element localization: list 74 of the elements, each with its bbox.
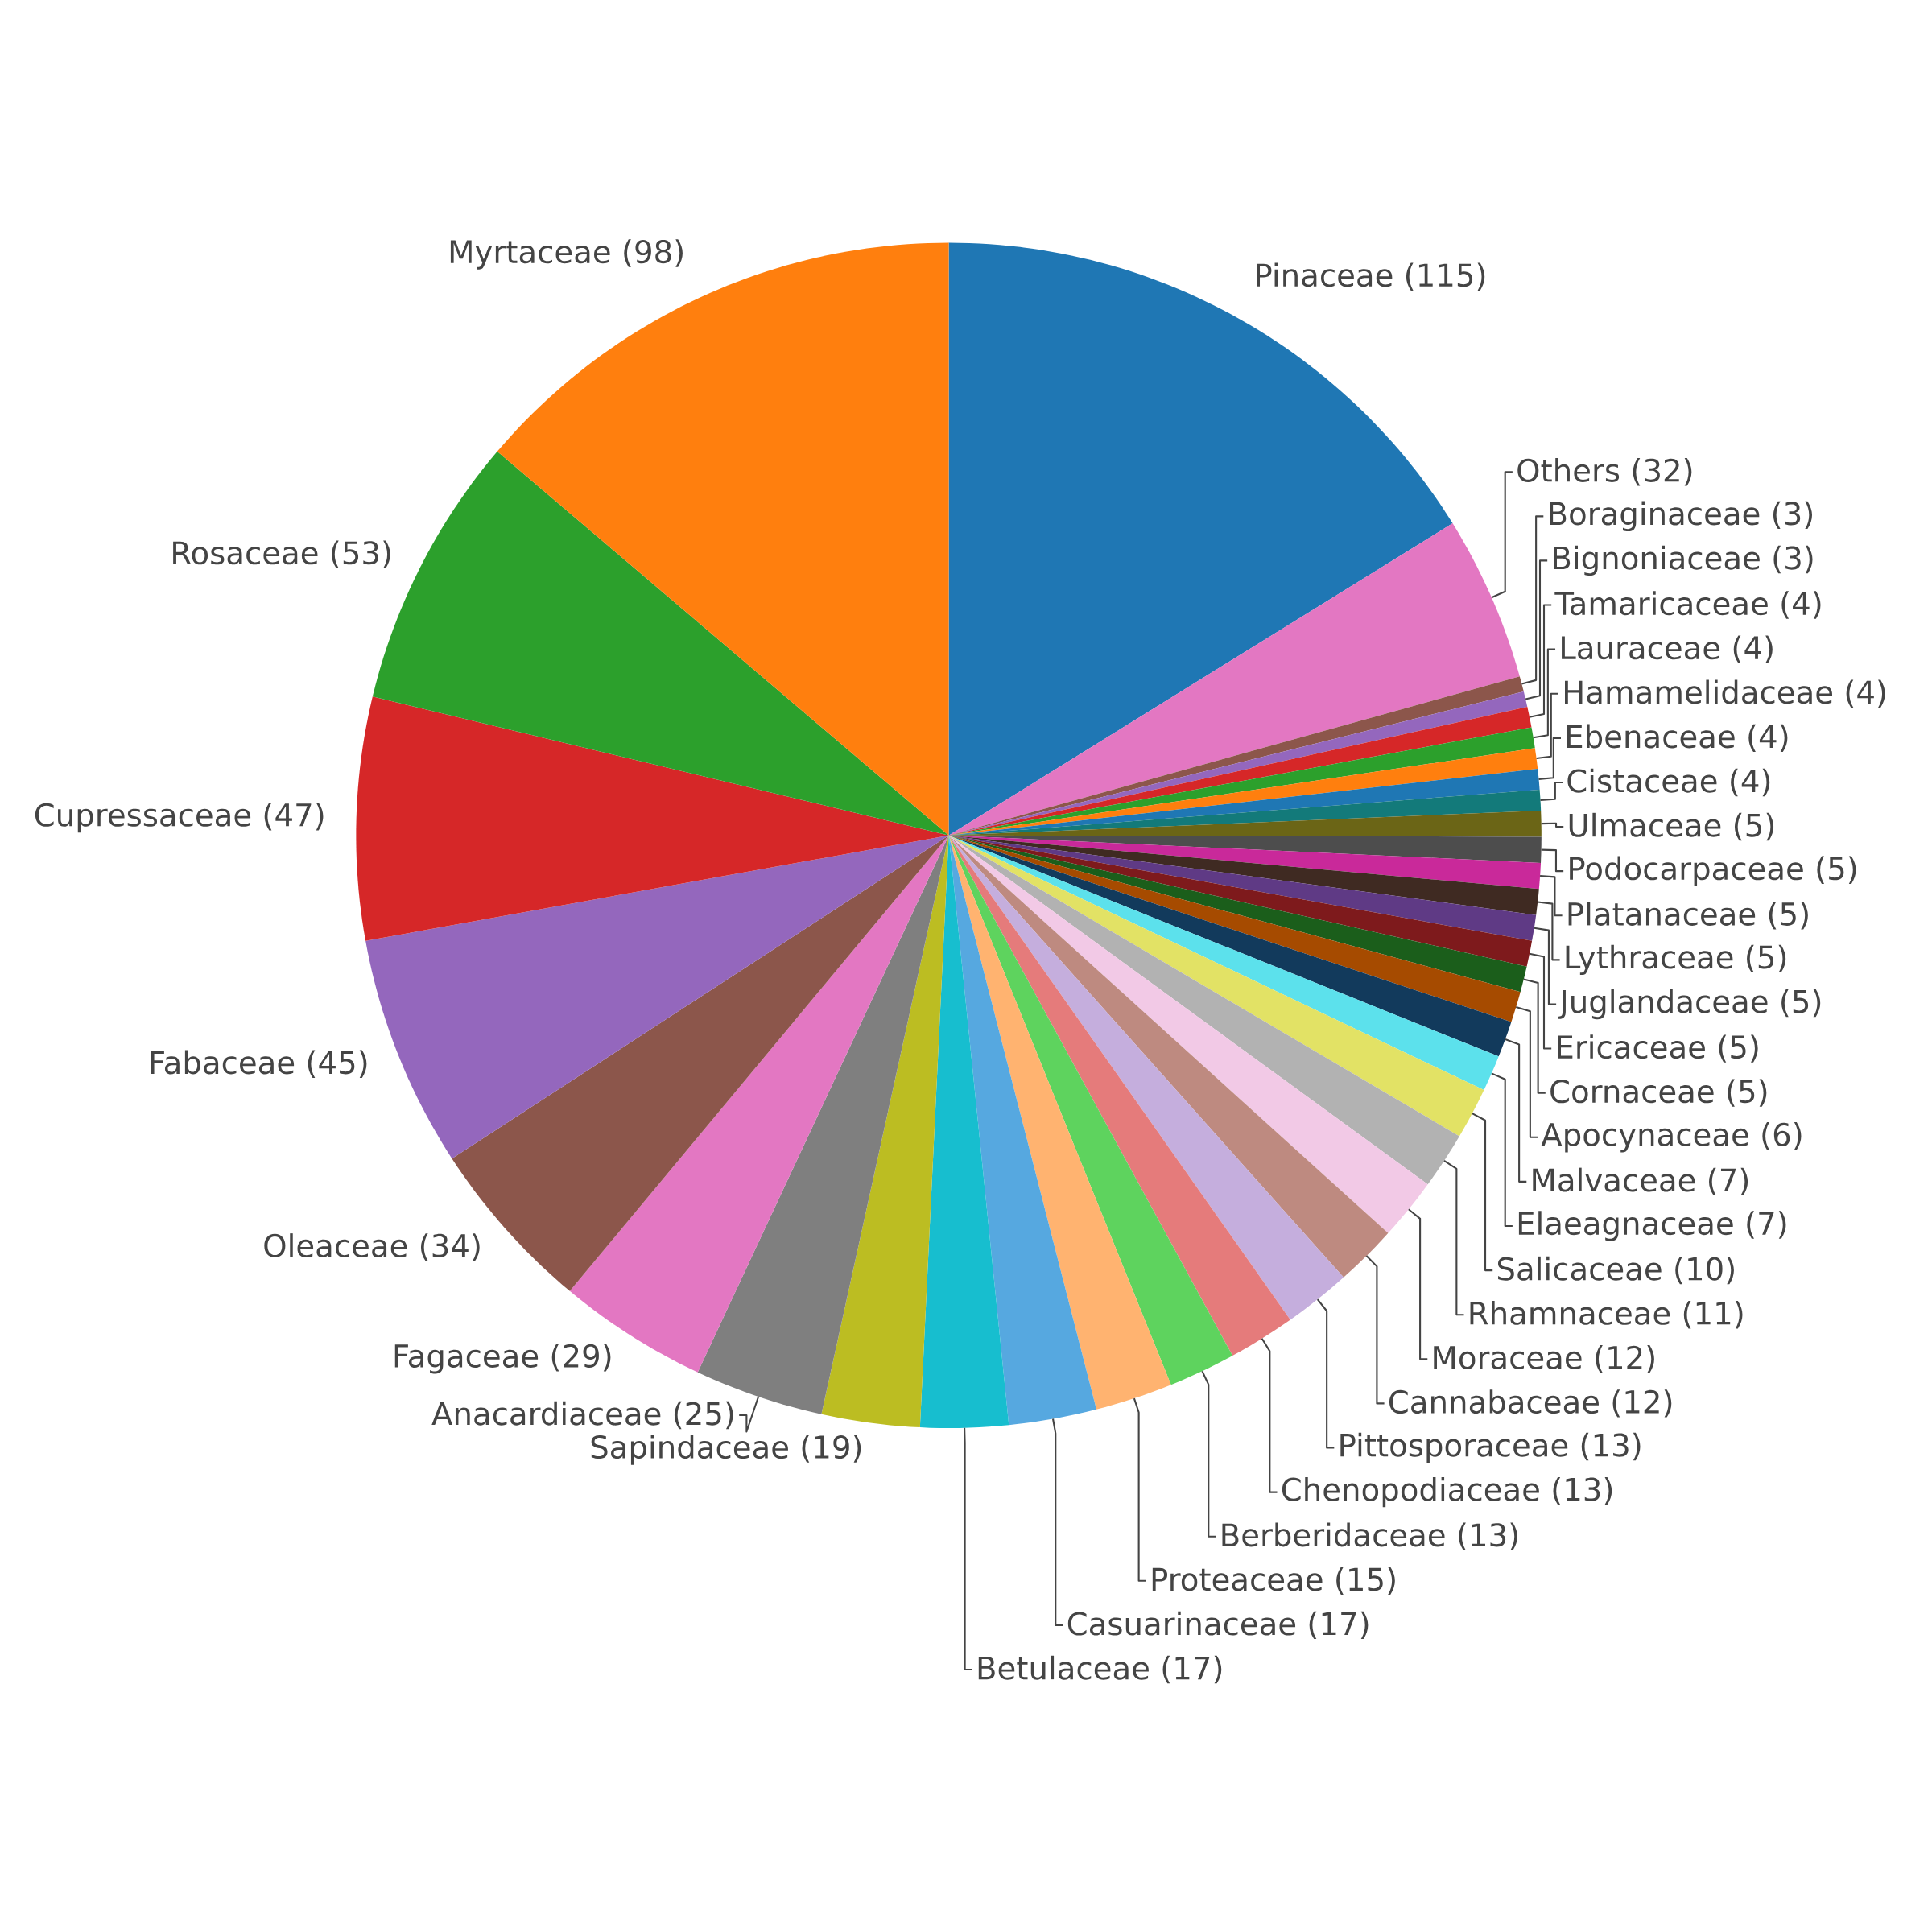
slice-label: Anacardiaceae [431, 1401, 661, 1426]
slice-label: Elaeagnaceae [1518, 1211, 1733, 1241]
data-label: (29) [551, 1344, 611, 1372]
slice-label: Casuarinaceae [1067, 1611, 1296, 1636]
slice-label: Cornaceae [1550, 1080, 1714, 1104]
slice-label: Moraceae [1434, 1346, 1582, 1369]
slice-label: Others [1517, 457, 1620, 482]
slice-label: Oleaceae [264, 1233, 407, 1258]
slice-label: Cistaceae [1567, 768, 1717, 793]
data-label: (4) [1733, 635, 1773, 663]
data-label: (5) [1734, 812, 1774, 841]
data-label: (11) [1683, 1300, 1743, 1329]
slice-label: Ebenaceae [1567, 724, 1735, 749]
data-label: (5) [1817, 856, 1856, 884]
data-label: (13) [1553, 1476, 1612, 1505]
slice-label: Lythraceae [1566, 944, 1733, 976]
data-label: (5) [1781, 989, 1821, 1018]
slice-label: Fagaceae [394, 1344, 539, 1374]
data-label: (3) [1773, 545, 1813, 574]
data-label: (10) [1675, 1256, 1734, 1285]
data-label: (32) [1633, 458, 1692, 486]
slice-label: Rosaceae [173, 541, 318, 565]
data-label: (115) [1406, 262, 1485, 291]
slice-label: Apocynaceae [1541, 1123, 1748, 1153]
slice-label: Tamaricaceae [1554, 591, 1768, 616]
slice-label: Malvaceae [1533, 1167, 1695, 1192]
slice-label: Lauraceae [1562, 636, 1720, 660]
data-label: (4) [1731, 768, 1770, 797]
slice-label: Salicaceae [1497, 1256, 1662, 1281]
data-label: (5) [1728, 1079, 1767, 1107]
slice-label: Cannabaceae [1389, 1389, 1599, 1414]
data-label: (13) [1459, 1522, 1517, 1550]
slice-label: Pinaceae [1257, 262, 1393, 287]
slice-label: Proteaceae [1152, 1567, 1323, 1591]
data-label: (12) [1612, 1389, 1672, 1418]
slice-label: Hamamelidaceae [1565, 679, 1832, 704]
data-label: (98) [624, 239, 683, 267]
slice-label: Fabaceae [151, 1050, 295, 1075]
slice-label: Cupressaceae [35, 803, 251, 833]
slice-label: Myrtaceae [450, 240, 610, 270]
slice-label: Betulaceae [978, 1655, 1149, 1680]
data-label: (47) [264, 802, 324, 831]
data-label: (53) [332, 540, 390, 568]
data-label: (45) [308, 1050, 367, 1078]
data-label: (5) [1769, 902, 1808, 930]
slice-label: Rhamnaceae [1470, 1300, 1670, 1325]
data-label: (12) [1596, 1345, 1654, 1373]
data-label: (4) [1781, 591, 1821, 619]
slice-label: Berberidaceae [1222, 1522, 1445, 1547]
slice-label: Bignoniaceae [1554, 545, 1760, 576]
data-label: (19) [802, 1435, 861, 1463]
data-label: (6) [1762, 1122, 1802, 1150]
slice-label: Juglandaceae [1558, 989, 1768, 1020]
slice-label: Podocarpaceae [1570, 856, 1803, 886]
data-label: (17) [1309, 1611, 1368, 1640]
data-label: (13) [1581, 1432, 1641, 1461]
data-label: (17) [1162, 1655, 1222, 1684]
data-label: (15) [1336, 1567, 1395, 1595]
data-label: (5) [1719, 1034, 1758, 1063]
data-label: (5) [1747, 944, 1786, 973]
slice-label: Ericaceae [1558, 1034, 1705, 1059]
slice-label: Boraginaceae [1550, 501, 1760, 532]
data-label: (3) [1773, 501, 1813, 530]
data-label: (7) [1747, 1211, 1786, 1239]
data-label: (25) [674, 1401, 733, 1430]
data-label: (4) [1748, 724, 1788, 753]
slice-label: Chenopodiaceae [1282, 1476, 1539, 1508]
slice-label: Sapindaceae [591, 1435, 788, 1465]
data-label: (34) [420, 1233, 480, 1261]
data-label: (7) [1709, 1167, 1748, 1196]
slice-label: Ulmaceae [1569, 812, 1721, 837]
slice-label: Pittosporaceae [1340, 1432, 1568, 1463]
slice-label: Platanaceae [1568, 902, 1756, 926]
data-label: (4) [1846, 679, 1885, 708]
